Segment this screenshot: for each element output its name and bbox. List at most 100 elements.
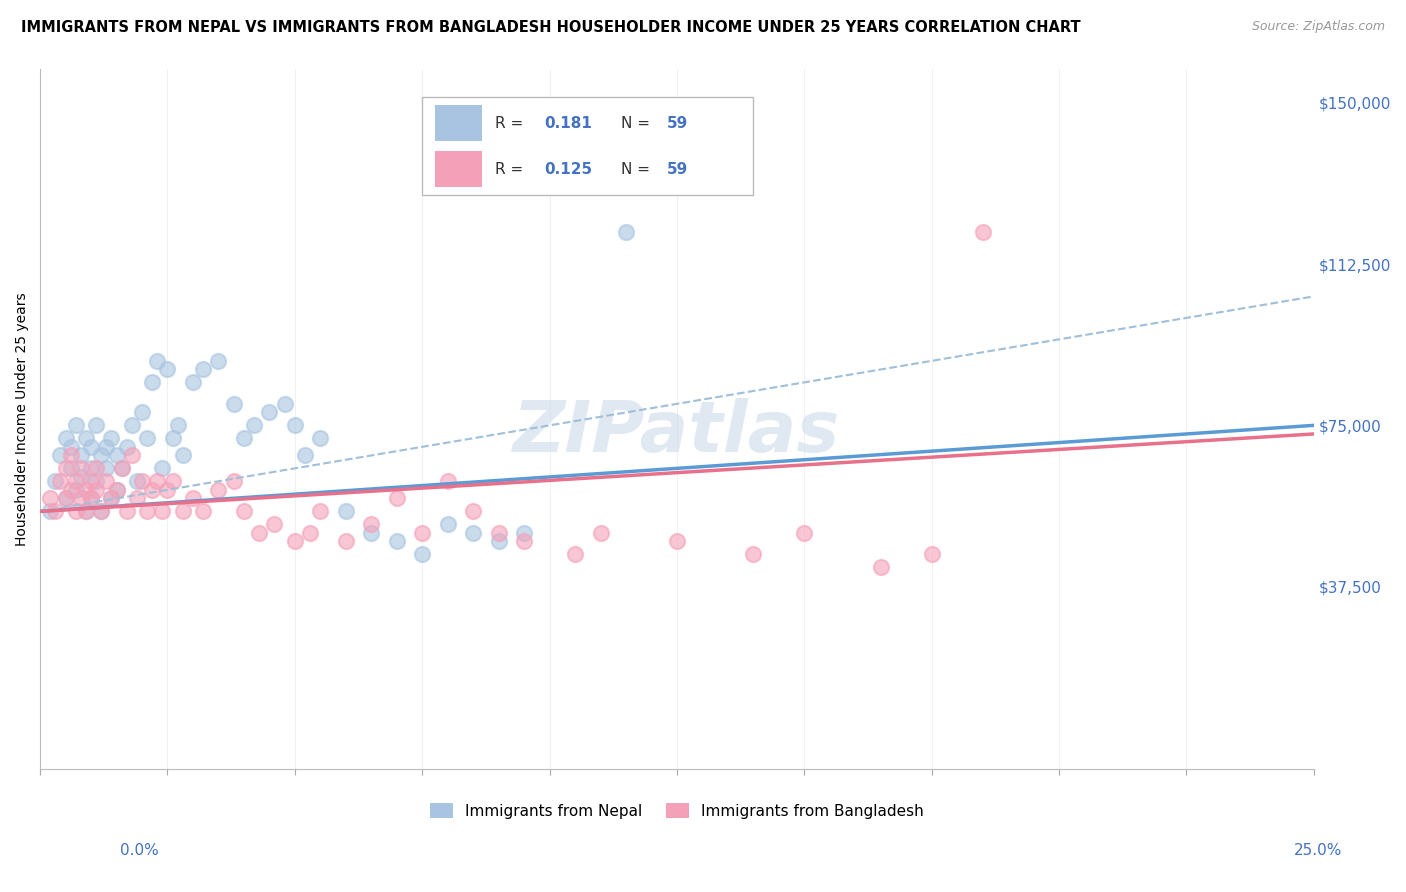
Point [191, 362, 214, 376]
Text: 0.0%: 0.0% [120, 843, 159, 858]
Point [488, 534, 510, 549]
Point [222, 475, 245, 489]
Point [309, 431, 332, 445]
Legend: Immigrants from Nepal, Immigrants from Bangladesh: Immigrants from Nepal, Immigrants from B… [425, 797, 929, 825]
Point [243, 418, 266, 433]
Point [55, 491, 77, 506]
Point [105, 483, 128, 497]
Point [207, 354, 229, 368]
Point [80, 461, 103, 475]
Point [96, 461, 118, 475]
Point [49, 449, 72, 463]
Point [80, 475, 103, 489]
Point [793, 525, 815, 540]
Point [207, 483, 229, 497]
Point [70, 470, 93, 484]
Text: Source: ZipAtlas.com: Source: ZipAtlas.com [1251, 20, 1385, 33]
Point [125, 491, 148, 506]
Point [115, 440, 138, 454]
Point [121, 418, 143, 433]
Point [513, 525, 536, 540]
Point [59, 461, 82, 475]
Point [59, 440, 82, 454]
Point [513, 534, 536, 549]
Point [105, 449, 128, 463]
Point [172, 449, 194, 463]
Point [84, 418, 107, 433]
Point [84, 461, 107, 475]
Point [49, 475, 72, 489]
Point [222, 397, 245, 411]
Point [70, 461, 93, 475]
Point [75, 504, 97, 518]
Point [335, 534, 357, 549]
Point [65, 475, 87, 489]
Point [65, 483, 87, 497]
Point [111, 461, 134, 475]
Point [44, 475, 66, 489]
Point [284, 418, 307, 433]
Point [181, 491, 204, 506]
Point [146, 475, 169, 489]
Point [131, 405, 153, 419]
Point [100, 491, 122, 506]
Point [156, 362, 179, 376]
Point [55, 461, 77, 475]
Text: IMMIGRANTS FROM NEPAL VS IMMIGRANTS FROM BANGLADESH HOUSEHOLDER INCOME UNDER 25 : IMMIGRANTS FROM NEPAL VS IMMIGRANTS FROM… [21, 20, 1081, 35]
Point [247, 525, 270, 540]
Point [742, 547, 765, 561]
Point [84, 475, 107, 489]
Point [75, 431, 97, 445]
Point [70, 491, 93, 506]
Point [136, 504, 159, 518]
Point [115, 504, 138, 518]
Point [150, 461, 173, 475]
Point [309, 504, 332, 518]
Point [284, 534, 307, 549]
Point [564, 547, 586, 561]
Point [80, 440, 103, 454]
Point [411, 547, 433, 561]
Point [39, 504, 62, 518]
Point [156, 483, 179, 497]
Point [488, 525, 510, 540]
Point [385, 491, 408, 506]
Point [84, 483, 107, 497]
Point [273, 397, 295, 411]
Point [70, 449, 93, 463]
Point [263, 517, 285, 532]
Point [59, 449, 82, 463]
Point [96, 475, 118, 489]
Point [111, 461, 134, 475]
Point [136, 431, 159, 445]
Text: ZIPatlas: ZIPatlas [513, 399, 841, 467]
Point [436, 475, 458, 489]
Point [166, 418, 188, 433]
Point [232, 431, 254, 445]
Point [232, 504, 254, 518]
Point [614, 225, 637, 239]
Point [463, 525, 485, 540]
Point [121, 449, 143, 463]
Point [162, 475, 184, 489]
Point [146, 354, 169, 368]
Point [125, 475, 148, 489]
Point [131, 475, 153, 489]
Point [335, 504, 357, 518]
Y-axis label: Householder Income Under 25 years: Householder Income Under 25 years [15, 292, 30, 546]
Point [80, 491, 103, 506]
Text: 25.0%: 25.0% [1295, 843, 1343, 858]
Point [385, 534, 408, 549]
Point [360, 525, 382, 540]
Point [96, 440, 118, 454]
Point [90, 504, 112, 518]
Point [589, 525, 612, 540]
Point [411, 525, 433, 540]
Point [665, 534, 688, 549]
Point [141, 483, 163, 497]
Point [259, 405, 281, 419]
Point [162, 431, 184, 445]
Point [181, 376, 204, 390]
Point [921, 547, 943, 561]
Point [90, 504, 112, 518]
